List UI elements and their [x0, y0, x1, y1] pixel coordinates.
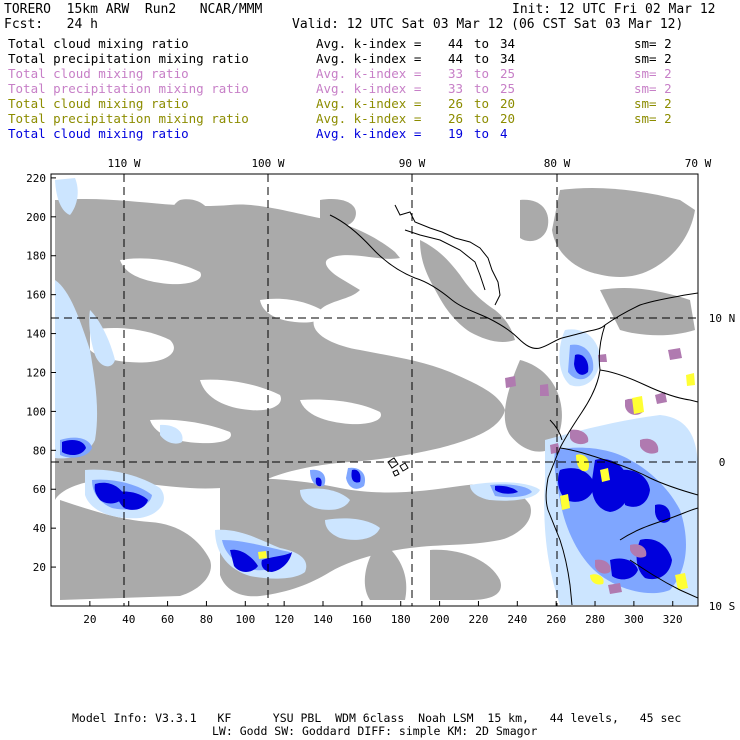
- y-tick-label: 40: [33, 522, 46, 535]
- legend-avg-label: Avg. k-index =: [316, 96, 422, 111]
- lat-label: 10 N: [709, 312, 736, 325]
- x-tick-label: 80: [200, 613, 213, 626]
- legend-smoothing: sm= 2: [634, 81, 672, 96]
- legend-field: Total cloud mixing ratio: [8, 96, 189, 111]
- legend-k-to: 34: [500, 36, 516, 51]
- legend-k-from: 33: [448, 81, 464, 96]
- y-tick-label: 140: [26, 328, 46, 341]
- legend-field: Total precipitation mixing ratio: [8, 51, 249, 66]
- x-tick-label: 280: [585, 613, 605, 626]
- dark-blue-cloud: [62, 354, 672, 580]
- legend-avg-label: Avg. k-index =: [316, 36, 422, 51]
- legend-k-to: 20: [500, 96, 516, 111]
- yellow-precip: [258, 373, 695, 590]
- x-tick-label: 100: [235, 613, 255, 626]
- x-tick-label: 40: [122, 613, 135, 626]
- y-tick-label: 100: [26, 405, 46, 418]
- x-tick-label: 20: [83, 613, 96, 626]
- lon-label: 100 W: [251, 157, 284, 170]
- y-tick-label: 120: [26, 366, 46, 379]
- lon-label: 90 W: [399, 157, 426, 170]
- legend-to: to: [474, 96, 490, 111]
- map-frame: [50, 173, 699, 607]
- legend-smoothing: sm= 2: [634, 66, 672, 81]
- legend-to: to: [474, 126, 490, 141]
- header-forecast: Fcst: 24 h: [4, 17, 98, 32]
- x-tick-label: 220: [469, 613, 489, 626]
- legend-k-from: 26: [448, 111, 464, 126]
- x-tick-label: 200: [430, 613, 450, 626]
- y-tick-label: 20: [33, 561, 46, 574]
- legend-k-from: 44: [448, 51, 464, 66]
- x-tick-label: 120: [274, 613, 294, 626]
- x-tick-label: 180: [391, 613, 411, 626]
- y-tick-label: 80: [33, 444, 46, 457]
- legend-k-to: 34: [500, 51, 516, 66]
- legend-field: Total cloud mixing ratio: [8, 36, 189, 51]
- legend-field: Total cloud mixing ratio: [8, 126, 189, 141]
- legend-smoothing: sm= 2: [634, 51, 672, 66]
- lon-label: 80 W: [544, 157, 571, 170]
- legend-k-to: 4: [500, 126, 508, 141]
- legend-k-to: 25: [500, 66, 516, 81]
- legend-avg-label: Avg. k-index =: [316, 126, 422, 141]
- footer-physics-info: LW: Godd SW: Goddard DIFF: simple KM: 2D…: [212, 724, 538, 738]
- legend-field: Total cloud mixing ratio: [8, 66, 189, 81]
- galapagos-islands: [387, 457, 409, 477]
- y-tick-label: 220: [26, 172, 46, 185]
- x-tick-label: 240: [507, 613, 527, 626]
- legend-k-from: 44: [448, 36, 464, 51]
- x-tick-label: 300: [624, 613, 644, 626]
- header-model: TORERO 15km ARW Run2 NCAR/MMM: [4, 2, 263, 17]
- legend-avg-label: Avg. k-index =: [316, 111, 422, 126]
- lon-label: 70 W: [685, 157, 712, 170]
- legend-field: Total precipitation mixing ratio: [8, 81, 249, 96]
- y-tick-label: 180: [26, 250, 46, 263]
- y-tick-label: 200: [26, 211, 46, 224]
- legend-smoothing: sm= 2: [634, 36, 672, 51]
- axis-ticks: [51, 177, 674, 606]
- header-valid: Valid: 12 UTC Sat 03 Mar 12 (06 CST Sat …: [292, 17, 684, 32]
- y-tick-label: 60: [33, 483, 46, 496]
- lat-label: 10 S: [709, 600, 736, 613]
- lon-label: 110 W: [107, 157, 140, 170]
- x-tick-label: 320: [663, 613, 683, 626]
- legend-k-from: 33: [448, 66, 464, 81]
- legend-to: to: [474, 36, 490, 51]
- footer-model-info: Model Info: V3.3.1 KF YSU PBL WDM 6class…: [72, 711, 682, 725]
- legend-avg-label: Avg. k-index =: [316, 51, 422, 66]
- x-tick-label: 160: [352, 613, 372, 626]
- x-tick-label: 260: [546, 613, 566, 626]
- coastlines: [329, 204, 698, 606]
- legend-k-to: 20: [500, 111, 516, 126]
- legend-to: to: [474, 66, 490, 81]
- lat-label: 0: [719, 456, 726, 469]
- legend-k-to: 25: [500, 81, 516, 96]
- legend-to: to: [474, 51, 490, 66]
- legend-to: to: [474, 111, 490, 126]
- legend-to: to: [474, 81, 490, 96]
- y-tick-label: 160: [26, 289, 46, 302]
- header-init: Init: 12 UTC Fri 02 Mar 12: [512, 2, 716, 17]
- legend-avg-label: Avg. k-index =: [316, 66, 422, 81]
- legend-k-from: 19: [448, 126, 464, 141]
- legend-field: Total precipitation mixing ratio: [8, 111, 249, 126]
- legend-k-from: 26: [448, 96, 464, 111]
- graticule: [51, 174, 698, 606]
- x-tick-label: 60: [161, 613, 174, 626]
- legend-smoothing: sm= 2: [634, 96, 672, 111]
- legend-smoothing: sm= 2: [634, 111, 672, 126]
- legend-avg-label: Avg. k-index =: [316, 81, 422, 96]
- x-tick-label: 140: [313, 613, 333, 626]
